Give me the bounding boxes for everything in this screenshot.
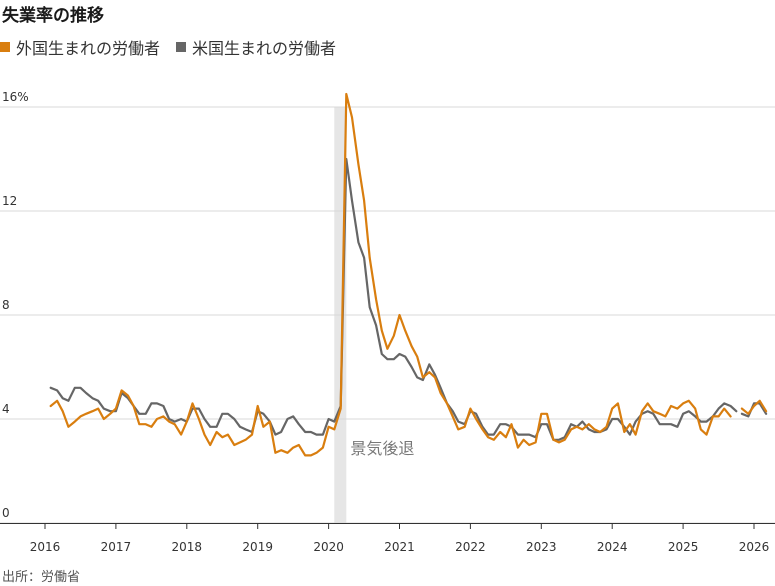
x-tick-label-2023: 2023	[526, 540, 557, 554]
legend-swatch-foreign	[0, 42, 10, 52]
y-tick-label-4: 4	[2, 402, 10, 416]
series-line-native-1	[740, 402, 768, 418]
x-tick-label-2018: 2018	[172, 540, 203, 554]
x-tick-label-2024: 2024	[597, 540, 628, 554]
legend-label-native: 米国生まれの労働者	[192, 39, 337, 58]
y-tick-label-16: 16%	[2, 90, 29, 104]
series-line-native-0	[49, 157, 738, 441]
recession-annotation: 景気後退	[350, 439, 414, 458]
legend-swatch-native	[176, 42, 187, 52]
legend-item-native: 米国生まれの労働者	[176, 35, 336, 59]
x-tick-label-2020: 2020	[313, 540, 344, 554]
x-tick-label-2021: 2021	[384, 540, 415, 554]
source-note: 出所：労働省	[2, 570, 81, 585]
y-tick-label-0: 0	[2, 506, 10, 520]
series-line-foreign-0	[49, 92, 732, 457]
chart-title: 失業率の推移	[2, 6, 104, 26]
legend-label-foreign: 外国生まれの労働者	[16, 39, 161, 58]
x-tick-label-2026: 2026	[739, 540, 770, 554]
x-tick-label-2019: 2019	[242, 540, 273, 554]
series-line-foreign-1	[740, 399, 768, 415]
x-tick-label-2017: 2017	[101, 540, 132, 554]
y-tick-label-8: 8	[2, 298, 10, 312]
chart-legend: 外国生まれの労働者 米国生まれの労働者	[0, 36, 352, 58]
x-tick-label-2016: 2016	[30, 540, 61, 554]
x-tick-label-2025: 2025	[668, 540, 699, 554]
y-tick-label-12: 12	[2, 194, 17, 208]
x-tick-label-2022: 2022	[455, 540, 486, 554]
legend-item-foreign: 外国生まれの労働者	[0, 35, 160, 59]
